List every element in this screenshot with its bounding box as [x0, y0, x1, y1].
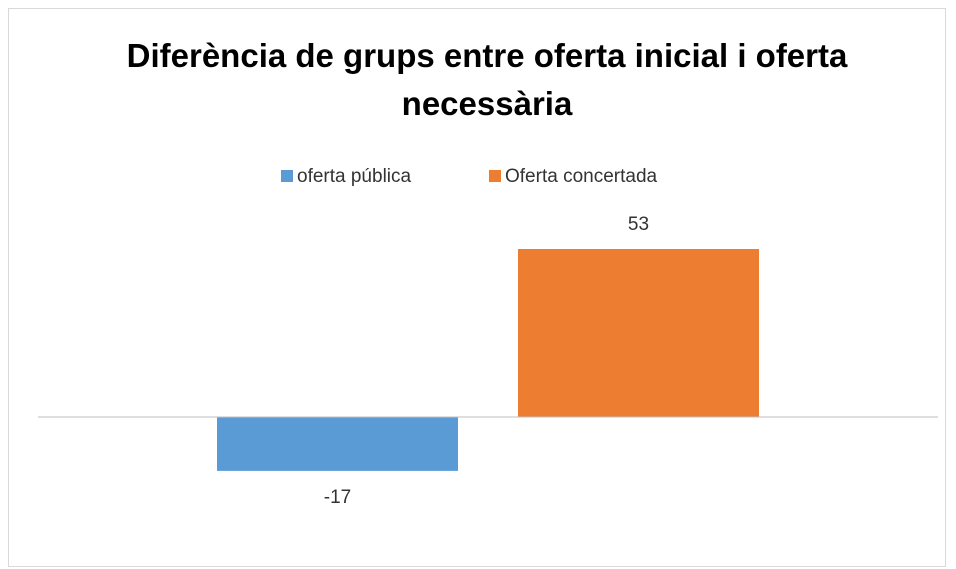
chart-frame: [8, 8, 946, 567]
legend-swatch: [281, 170, 293, 182]
legend-swatch: [489, 170, 501, 182]
bar: [217, 417, 458, 471]
legend-label: oferta pública: [297, 166, 412, 187]
bar: [518, 249, 759, 417]
legend-label: Oferta concertada: [505, 166, 658, 187]
data-label: -17: [324, 487, 351, 508]
data-label: 53: [628, 214, 649, 235]
chart-title: Diferència de grups entre oferta inicial…: [126, 37, 848, 122]
